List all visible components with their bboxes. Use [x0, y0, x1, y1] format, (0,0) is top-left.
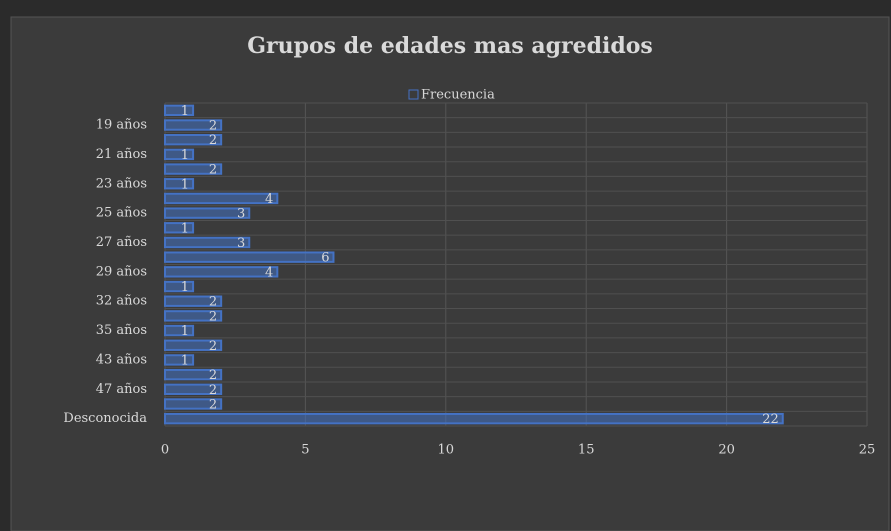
y-tick-label: 35 años: [96, 323, 147, 338]
legend-swatch: [408, 89, 419, 100]
x-tick-label: 0: [161, 443, 169, 458]
bar: [164, 368, 223, 381]
y-tick-label: 43 años: [96, 352, 147, 367]
data-label: 1: [181, 221, 189, 236]
bar: [164, 324, 195, 337]
data-label: 2: [209, 397, 217, 412]
chart-title: Grupos de edades mas agredidos: [247, 33, 653, 59]
bar: [164, 251, 335, 263]
data-label: 2: [209, 383, 217, 398]
data-label: 2: [209, 309, 217, 324]
x-tick-label: 25: [859, 443, 876, 458]
bar: [164, 148, 195, 161]
bar: [164, 339, 223, 351]
bar: [164, 412, 784, 425]
data-label: 2: [209, 295, 217, 310]
bar: [164, 354, 195, 366]
data-label: 22: [762, 412, 779, 427]
bar: [164, 310, 223, 322]
data-label: 3: [237, 236, 245, 251]
bar: [164, 134, 223, 146]
bar: [164, 119, 223, 131]
data-label: 2: [209, 133, 217, 148]
y-tick-label: 47 años: [96, 382, 147, 397]
bar: [164, 383, 223, 395]
bar: [164, 236, 251, 249]
data-label: 1: [181, 148, 189, 163]
x-tick-label: 20: [718, 443, 735, 458]
data-label: 2: [209, 339, 217, 354]
x-tick-label: 10: [438, 443, 455, 458]
y-tick-label: 21 años: [96, 147, 147, 162]
data-label: 2: [209, 119, 217, 134]
data-label: 4: [265, 265, 273, 280]
data-label: 2: [209, 368, 217, 383]
y-tick-label: Desconocida: [63, 411, 147, 426]
data-label: 3: [237, 207, 245, 222]
bar: [164, 295, 223, 307]
data-label: 1: [181, 177, 189, 192]
bar: [164, 280, 195, 293]
y-tick-label: 29 años: [96, 264, 147, 279]
bar: [164, 163, 223, 175]
bar: [164, 222, 195, 234]
data-label: 1: [181, 104, 189, 119]
x-tick-label: 15: [578, 443, 595, 458]
y-tick-label: 27 años: [96, 235, 147, 250]
y-tick-label: 32 años: [96, 294, 147, 309]
legend-label: Frecuencia: [421, 88, 495, 103]
bar: [164, 398, 223, 410]
y-tick-label: 25 años: [96, 206, 147, 221]
data-label: 1: [181, 353, 189, 368]
data-label: 4: [265, 192, 273, 207]
bar: [164, 207, 251, 219]
bar: [164, 178, 195, 190]
data-label: 1: [181, 280, 189, 295]
x-tick-label: 5: [301, 443, 309, 458]
data-label: 6: [321, 251, 329, 266]
y-tick-label: 23 años: [96, 176, 147, 191]
y-tick-label: 19 años: [96, 118, 147, 133]
data-label: 2: [209, 163, 217, 178]
data-label: 1: [181, 324, 189, 339]
bar: [164, 104, 195, 117]
bar: [164, 266, 279, 278]
bar: [164, 192, 279, 205]
